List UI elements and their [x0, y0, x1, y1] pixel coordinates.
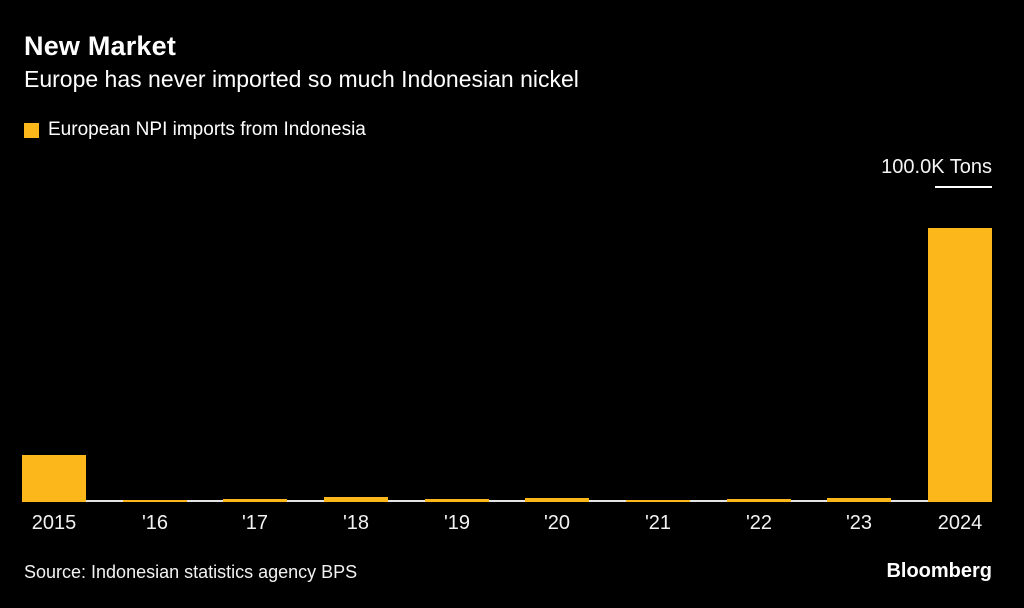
x-tick-label-20: '20 [543, 512, 571, 534]
bloomberg-logo: Bloomberg [886, 560, 992, 582]
y-tick-label-100: 100.0K Tons [881, 156, 992, 178]
bar-2015 [22, 455, 86, 502]
x-tick-label-16: '16 [141, 512, 169, 534]
bar-23 [827, 498, 891, 502]
x-tick-label-2015: 2015 [31, 512, 77, 534]
bar-2024 [928, 228, 992, 502]
bar-21 [626, 500, 690, 502]
chart-subtitle: Europe has never imported so much Indone… [24, 66, 579, 92]
x-tick-label-23: '23 [845, 512, 873, 534]
x-tick-label-19: '19 [443, 512, 471, 534]
bar-20 [525, 498, 589, 502]
bar-19 [425, 499, 489, 502]
y-tick-100 [935, 186, 992, 188]
x-tick-label-21: '21 [644, 512, 672, 534]
bar-22 [727, 499, 791, 502]
legend-label: European NPI imports from Indonesia [48, 119, 366, 140]
x-tick-label-22: '22 [745, 512, 773, 534]
x-tick-label-18: '18 [342, 512, 370, 534]
x-tick-label-2024: 2024 [937, 512, 983, 534]
source-note: Source: Indonesian statistics agency BPS [24, 562, 358, 582]
legend: European NPI imports from Indonesia [24, 119, 366, 141]
bar-17 [223, 499, 287, 502]
x-axis-line [22, 500, 992, 502]
bar-18 [324, 497, 388, 502]
chart-title: New Market [24, 31, 177, 61]
legend-swatch-icon [24, 122, 39, 138]
x-tick-label-17: '17 [241, 512, 269, 534]
bar-16 [123, 500, 187, 502]
